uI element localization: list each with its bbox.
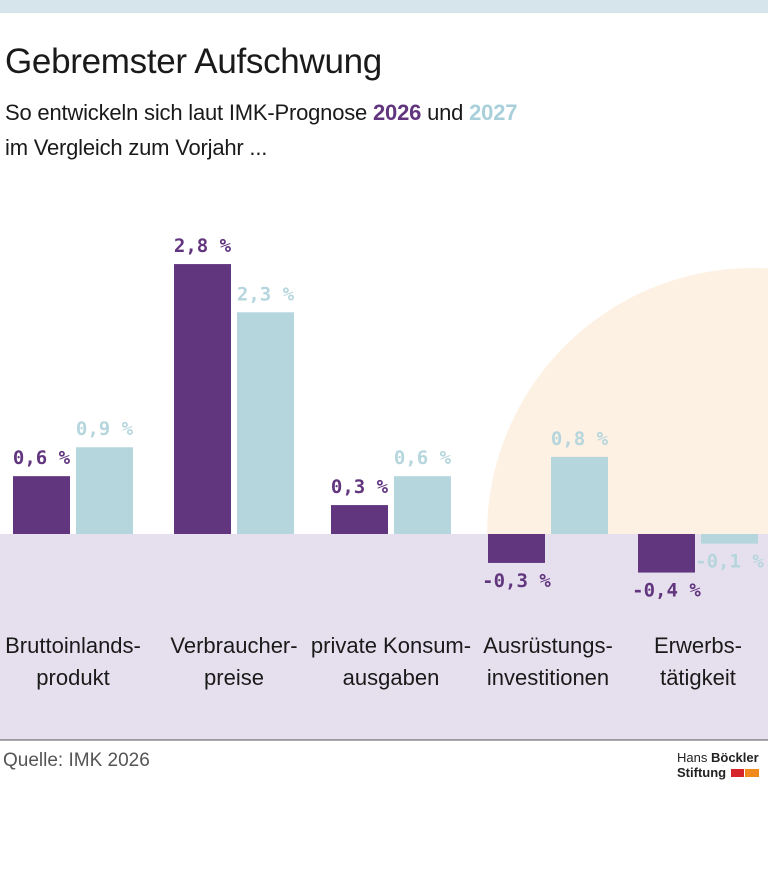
legend-year-2026: 2026 <box>373 100 422 125</box>
data-label-2027-0: 0,9 % <box>76 418 134 440</box>
category-label-1-1: preise <box>204 665 264 690</box>
category-label-0-1: produkt <box>36 665 109 690</box>
category-label-4-0: Erwerbs- <box>654 633 742 658</box>
category-label-3-0: Ausrüstungs- <box>483 633 613 658</box>
category-label-0-0: Bruttoinlands- <box>5 633 141 658</box>
category-label-2-1: ausgaben <box>343 665 440 690</box>
data-label-2027-1: 2,3 % <box>237 283 295 305</box>
source-note: Quelle: IMK 2026 <box>3 750 150 771</box>
bar-2027-0 <box>76 447 133 534</box>
bar-2027-4 <box>701 534 758 544</box>
data-label-2027-3: 0,8 % <box>551 428 609 450</box>
logo-word-boeckler: Böckler <box>710 750 759 765</box>
legend-year-2027: 2027 <box>469 100 518 125</box>
bar-2026-1 <box>174 264 231 534</box>
category-label-2-0: private Konsum- <box>311 633 471 658</box>
bar-2026-3 <box>488 534 545 563</box>
logo-red-mark <box>731 768 745 777</box>
subtitle-conjunction: und <box>427 100 464 125</box>
page-title: Gebremster Aufschwung <box>5 42 382 81</box>
category-label-4-1: tätigkeit <box>660 665 736 690</box>
bar-2027-3 <box>551 456 608 534</box>
bar-2026-4 <box>638 534 695 573</box>
data-label-2026-2: 0,3 % <box>331 476 389 498</box>
subtitle: So entwickeln sich laut IMK-Prognose 202… <box>5 95 517 165</box>
bar-2027-1 <box>237 312 294 534</box>
data-label-2026-4: -0,4 % <box>632 580 701 602</box>
subtitle-line2: im Vergleich zum Vorjahr ... <box>5 135 268 160</box>
hans-boeckler-logo: Hans Böckler Stiftung <box>677 750 768 780</box>
bar-2026-2 <box>331 505 388 534</box>
category-label-1-0: Verbraucher- <box>170 633 297 658</box>
logo-orange-mark <box>745 768 760 777</box>
data-label-2026-3: -0,3 % <box>482 570 551 592</box>
data-label-2027-4: -0,1 % <box>695 551 764 573</box>
top-bar <box>0 0 768 13</box>
category-label-3-1: investitionen <box>487 665 609 690</box>
logo-word-hans: Hans <box>677 750 708 765</box>
logo-word-stiftung: Stiftung <box>677 765 727 780</box>
data-label-2026-0: 0,6 % <box>13 447 71 469</box>
bar-2026-0 <box>13 476 70 534</box>
data-label-2026-1: 2,8 % <box>174 235 232 257</box>
data-label-2027-2: 0,6 % <box>394 447 452 469</box>
subtitle-prefix: So entwickeln sich laut IMK-Prognose <box>5 100 368 125</box>
bar-2027-2 <box>394 476 451 534</box>
